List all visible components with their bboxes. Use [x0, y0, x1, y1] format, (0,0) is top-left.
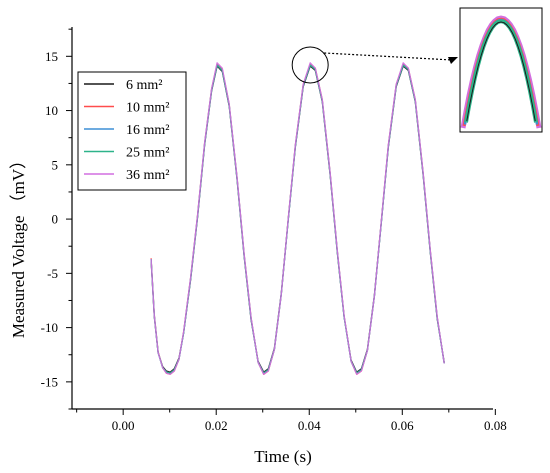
zoom-arrow-line [324, 52, 453, 61]
x-tick-label: 0.00 [112, 418, 135, 433]
series-line-4 [150, 64, 445, 374]
x-tick-label: 0.02 [205, 418, 228, 433]
x-tick-label: 0.06 [391, 418, 414, 433]
y-tick-label: 5 [52, 157, 59, 172]
legend-label: 6 mm² [126, 78, 162, 93]
y-tick-label: 0 [52, 212, 59, 227]
inset-peak-5 [466, 21, 536, 122]
x-axis-title: Time (s) [254, 447, 311, 466]
chart-axes [71, 27, 493, 410]
zoom-arrow-head [448, 57, 458, 64]
legend-label: 10 mm² [126, 101, 169, 116]
series-line-3 [150, 64, 445, 374]
plot-area [150, 62, 445, 375]
zoom-circle [291, 46, 329, 84]
legend-box [77, 71, 187, 191]
y-tick-label: 10 [45, 103, 58, 118]
y-tick-label: -15 [41, 374, 58, 389]
inset-box [459, 7, 543, 133]
x-tick-label: 0.08 [484, 418, 507, 433]
y-tick-label: 15 [45, 49, 58, 64]
tick-labels: 0.00 0.02 0.04 0.06 0.08 15 10 5 0 -5 -10 -15 [41, 49, 507, 433]
y-tick-label: -5 [47, 266, 58, 281]
series-line-5 [150, 62, 445, 375]
x-tick-label: 0.04 [298, 418, 321, 433]
y-axis-title: Measured Voltage （mV） [9, 152, 28, 338]
series-line-2 [150, 63, 445, 375]
legend-label: 16 mm² [126, 123, 169, 138]
y-tick-label: -10 [41, 320, 58, 335]
zoom-inset [291, 7, 543, 133]
legend: 6 mm² 10 mm² 16 mm² 25 mm² 36 mm² [77, 71, 187, 191]
legend-label: 36 mm² [126, 168, 169, 183]
axis-ticks [66, 28, 496, 415]
legend-label: 25 mm² [126, 146, 169, 161]
series-line-1 [150, 65, 445, 373]
